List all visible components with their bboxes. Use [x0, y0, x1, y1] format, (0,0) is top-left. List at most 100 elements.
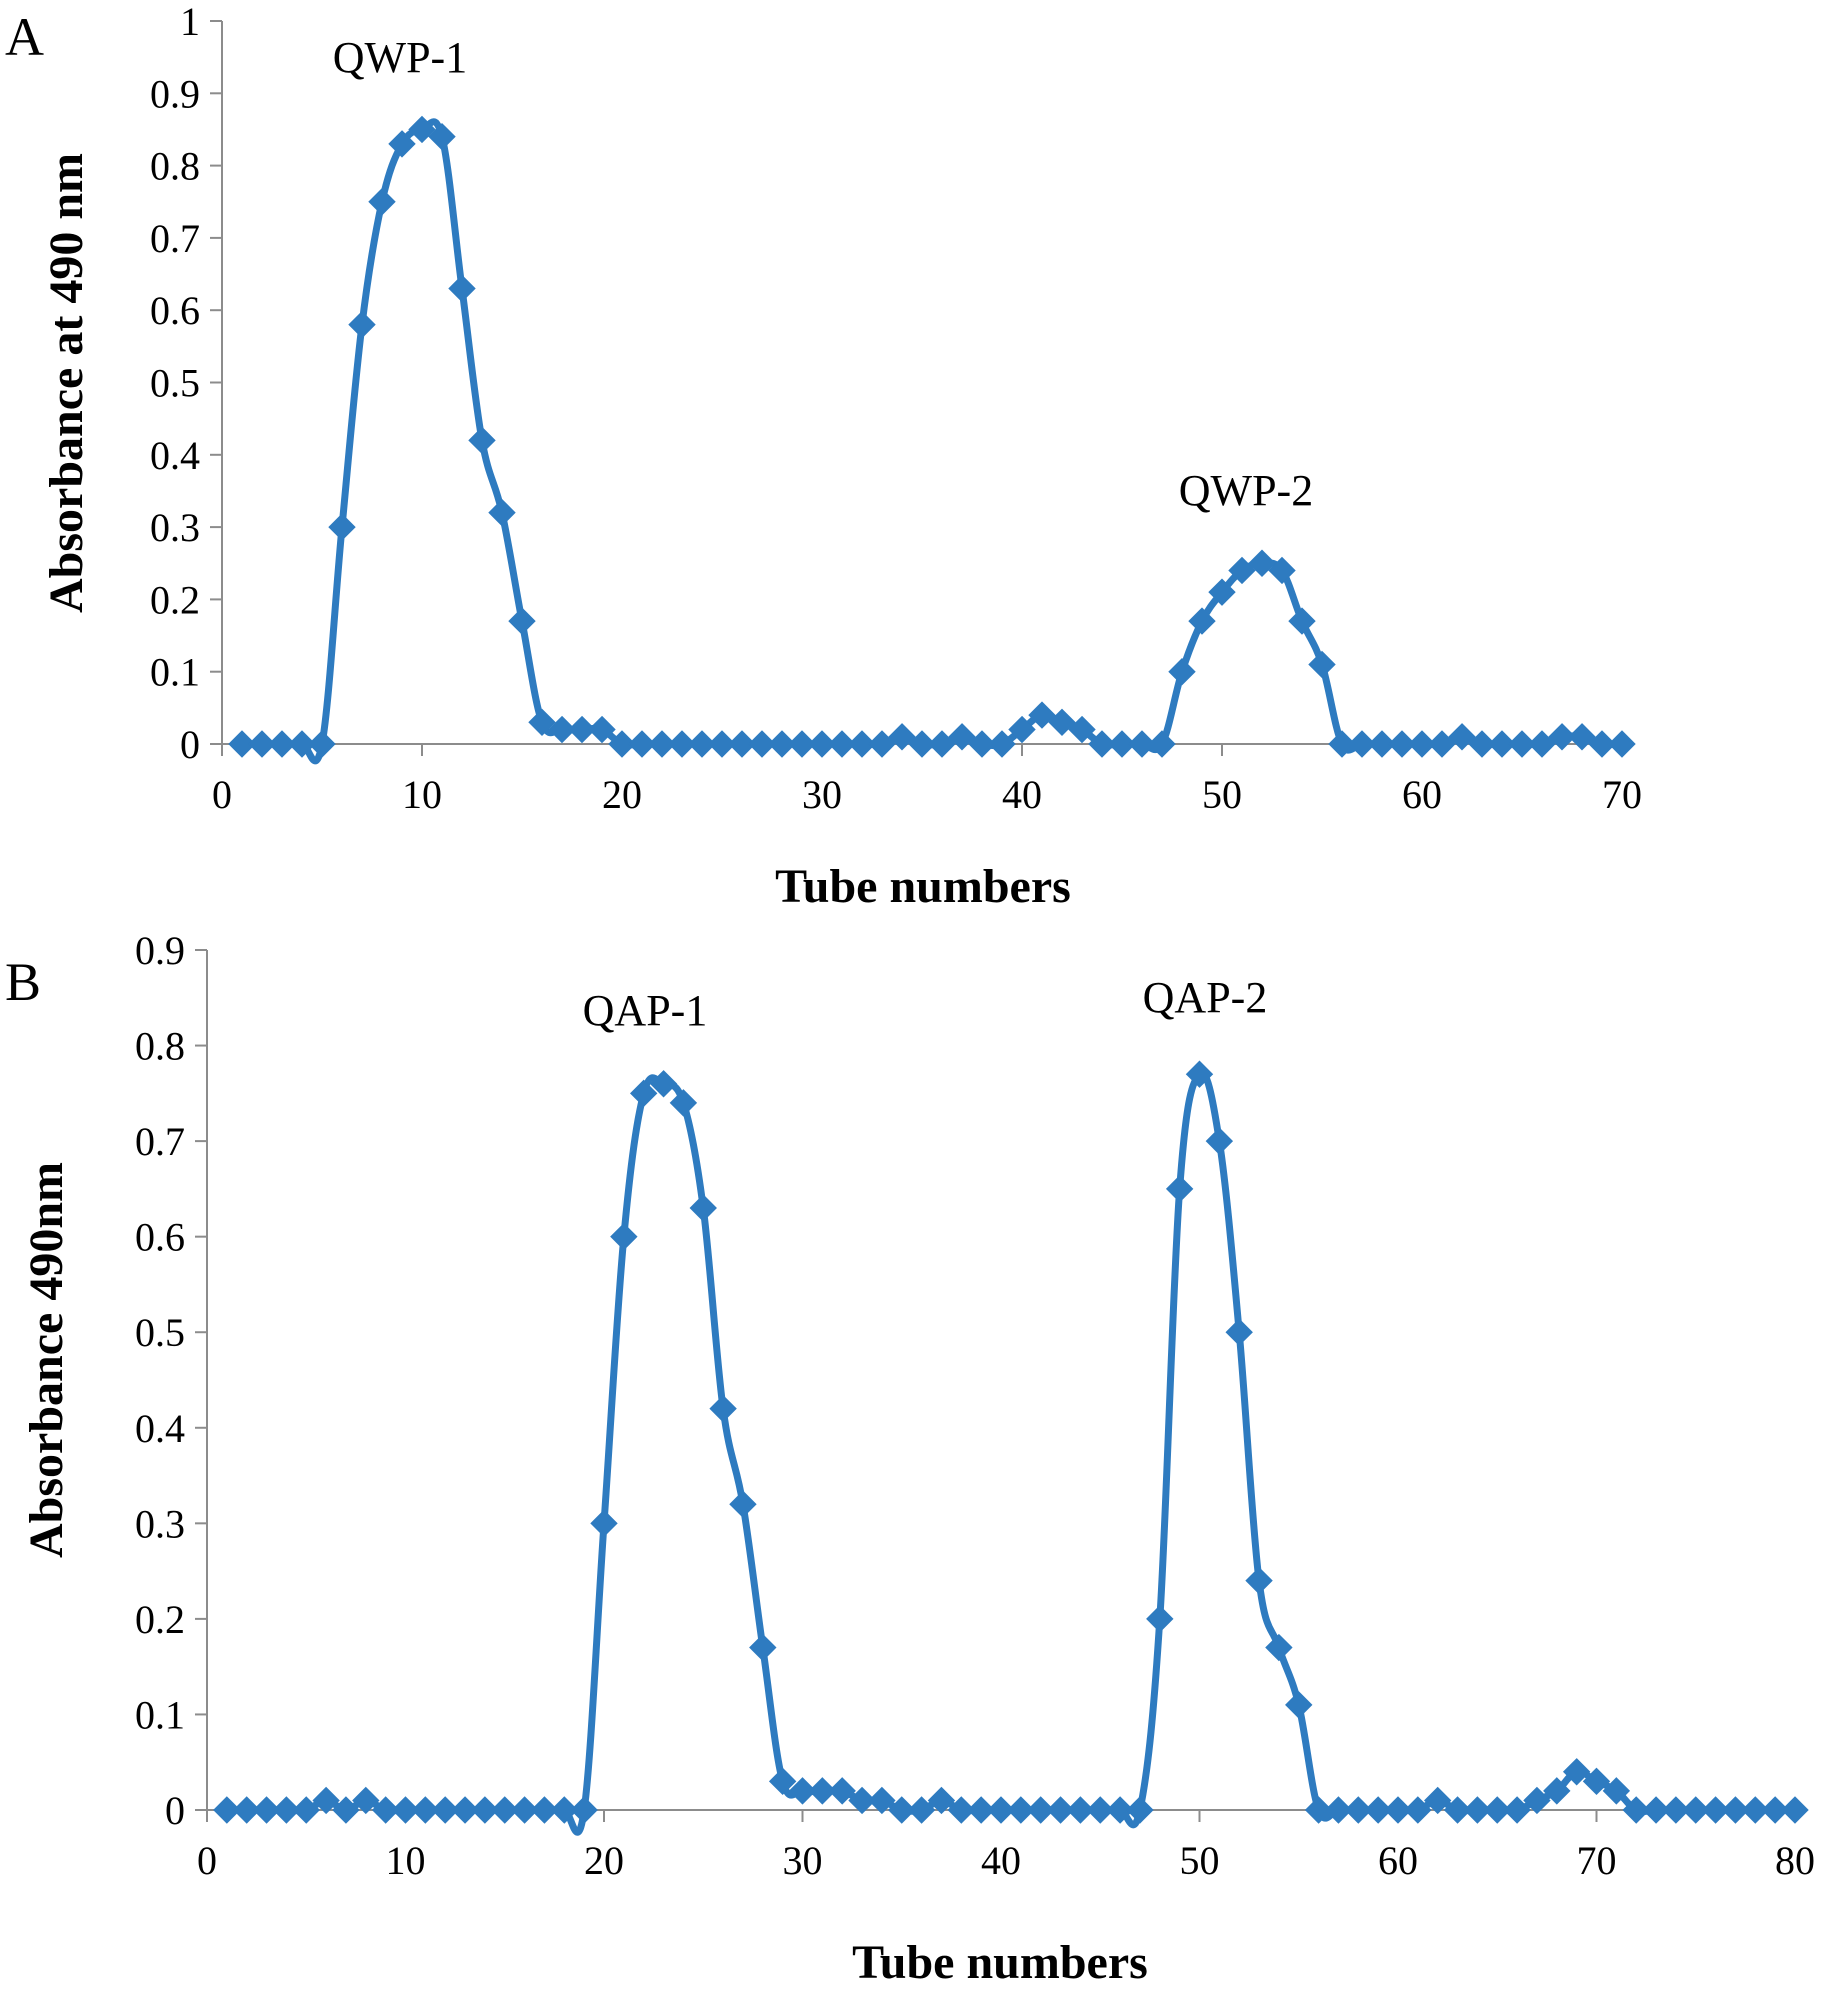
data-point-b	[1761, 1796, 1789, 1824]
x-tick-label-b: 30	[783, 1838, 823, 1883]
y-tick-label-b: 0	[165, 1788, 185, 1833]
data-point-b	[352, 1786, 380, 1815]
y-tick-label-a: 0.1	[150, 650, 200, 695]
data-point-b	[1662, 1796, 1690, 1824]
data-point-b	[987, 1796, 1015, 1824]
x-axis-title-a: Tube numbers	[775, 860, 1071, 913]
series-line-b	[226, 1069, 1795, 1836]
data-point-a	[688, 730, 716, 758]
data-point-a	[968, 730, 996, 758]
data-point-a	[928, 730, 956, 758]
data-point-b	[332, 1796, 360, 1824]
data-point-b	[729, 1490, 757, 1518]
data-point-b	[292, 1796, 320, 1824]
peak-label-qap-2: QAP-2	[1143, 973, 1268, 1022]
data-point-a	[1608, 730, 1636, 758]
data-point-a	[548, 715, 576, 744]
data-point-b	[1066, 1796, 1095, 1824]
data-point-a	[628, 730, 656, 758]
axes-b: 0 0.1 0.2 0.3 0.4 0.5 0.6 0.7 0.8 0.9 0 10 20 30 40 50 6…	[135, 928, 1815, 1883]
data-point-a	[328, 513, 356, 541]
panel-b: B Absorbance 490nm Tube numbers QAP-1 QA…	[5, 928, 1815, 1989]
data-point-b	[888, 1796, 916, 1824]
data-point-b	[590, 1509, 618, 1538]
data-point-a	[988, 730, 1016, 758]
data-point-a	[1428, 730, 1456, 758]
data-point-a	[228, 730, 256, 758]
x-tick-label-b: 50	[1180, 1838, 1220, 1883]
x-tick-label-b: 80	[1775, 1838, 1815, 1883]
data-point-b	[649, 1070, 678, 1098]
y-tick-label-a: 0.6	[150, 288, 200, 333]
x-tick-label-a: 50	[1202, 772, 1242, 817]
data-point-b	[907, 1796, 936, 1824]
data-point-b	[848, 1786, 876, 1815]
data-point-a	[1368, 730, 1396, 758]
data-point-b	[411, 1796, 440, 1824]
data-point-a	[1048, 708, 1076, 737]
x-axis-title-b: Tube numbers	[852, 1936, 1148, 1989]
data-point-b	[1046, 1796, 1075, 1824]
data-point-a	[888, 723, 916, 751]
data-point-b	[1642, 1796, 1670, 1824]
data-point-b	[1285, 1691, 1313, 1719]
y-tick-label-b: 0.5	[135, 1310, 185, 1355]
x-tick-label-a: 60	[1402, 772, 1442, 817]
data-point-b	[1562, 1758, 1591, 1786]
y-tick-label-b: 0.4	[135, 1406, 185, 1451]
data-point-b	[768, 1767, 797, 1796]
data-point-b	[1463, 1796, 1492, 1824]
data-point-a	[708, 730, 736, 758]
peak-label-qwp-1: QWP-1	[333, 33, 467, 82]
y-tick-label-a: 0.9	[150, 71, 200, 116]
y-tick-label-a: 0.2	[150, 577, 200, 622]
data-point-a	[1028, 701, 1056, 729]
data-point-a	[648, 730, 676, 758]
data-point-a	[1108, 730, 1136, 758]
data-point-b	[1602, 1777, 1631, 1805]
data-point-a	[1008, 715, 1036, 744]
data-point-b	[610, 1222, 638, 1251]
data-point-a	[868, 730, 896, 758]
data-point-b	[1106, 1796, 1134, 1824]
data-point-b	[1404, 1796, 1432, 1824]
data-point-a	[1448, 723, 1476, 751]
data-point-a	[508, 607, 536, 635]
y-axis-title-a: Absorbance at 490 nm	[40, 153, 93, 613]
data-point-a	[1408, 730, 1436, 758]
data-point-b	[947, 1796, 976, 1824]
data-point-b	[491, 1796, 519, 1824]
x-tick-label-b: 70	[1577, 1838, 1617, 1883]
data-point-a	[808, 730, 836, 758]
x-tick-label-a: 0	[212, 772, 232, 817]
data-point-b	[391, 1796, 420, 1824]
data-point-b	[272, 1796, 301, 1824]
data-point-b	[1086, 1796, 1114, 1824]
data-point-b	[1344, 1796, 1373, 1824]
y-tick-label-a: 0.8	[150, 144, 200, 189]
y-tick-label-b: 0.8	[135, 1024, 185, 1069]
data-point-b	[1007, 1796, 1035, 1824]
data-point-a	[1568, 723, 1596, 751]
data-point-b	[749, 1633, 777, 1662]
data-point-a	[308, 730, 336, 758]
data-point-b	[1682, 1796, 1710, 1824]
data-point-a	[1088, 730, 1116, 758]
data-point-b	[232, 1796, 261, 1824]
data-point-a	[248, 730, 276, 758]
data-point-b	[1741, 1796, 1770, 1824]
data-point-a	[848, 730, 876, 758]
x-tick-label-b: 40	[981, 1838, 1021, 1883]
data-point-b	[1701, 1796, 1730, 1824]
data-point-a	[528, 708, 556, 737]
data-point-b	[1165, 1175, 1194, 1203]
data-point-b	[1543, 1777, 1571, 1805]
data-point-b	[1781, 1796, 1809, 1824]
data-point-a	[1068, 715, 1096, 744]
data-point-a	[1528, 730, 1556, 758]
x-tick-label-a: 30	[802, 772, 842, 817]
y-tick-label-a: 0.4	[150, 433, 200, 478]
data-point-a	[588, 715, 616, 744]
series-line-a	[242, 118, 1623, 765]
y-tick-label-b: 0.6	[135, 1215, 185, 1260]
